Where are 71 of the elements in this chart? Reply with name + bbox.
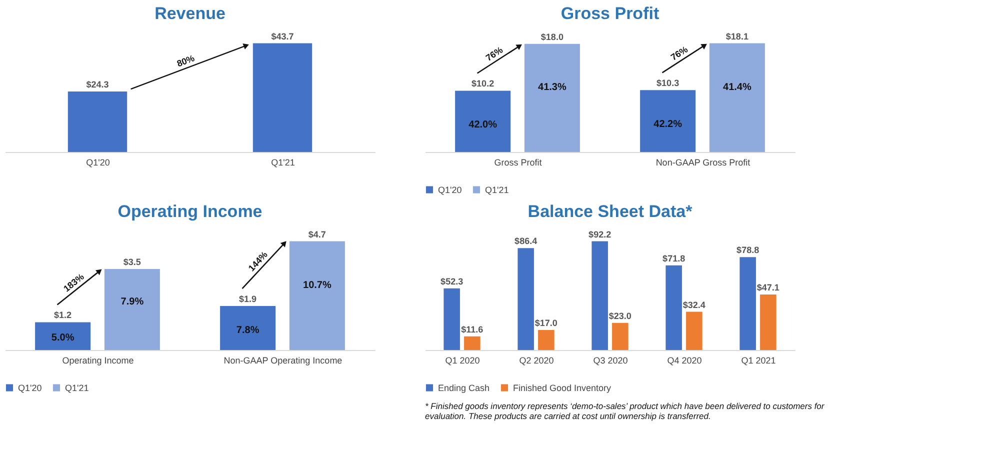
- x-tick-label: Q1 2021: [741, 356, 776, 366]
- x-tick-label: Q3 2020: [593, 356, 628, 366]
- chart-title: Operating Income: [118, 202, 262, 221]
- data-label: $52.3: [440, 276, 464, 286]
- annotation: 42.2%: [654, 119, 682, 130]
- x-tick-label: Q2 2020: [519, 356, 554, 366]
- annotation: 41.3%: [538, 82, 566, 94]
- bar: [455, 90, 511, 152]
- data-label: $86.4: [514, 236, 538, 246]
- bar: [538, 330, 554, 350]
- bar: [760, 294, 776, 350]
- data-label: $71.8: [662, 253, 686, 264]
- data-label: $18.0: [540, 32, 564, 42]
- legend-label: Ending Cash: [438, 382, 490, 393]
- x-tick-label: Q1'21: [271, 158, 295, 168]
- annotation: 76%: [669, 44, 690, 62]
- annotation: 5.0%: [51, 332, 74, 344]
- bar: [686, 312, 702, 350]
- data-label: $32.4: [682, 300, 706, 310]
- legend-label: Q1'21: [65, 382, 89, 393]
- data-label: $78.8: [736, 245, 760, 256]
- bar: [220, 306, 276, 350]
- bar: [666, 265, 682, 350]
- x-tick-label: Q1'20: [86, 158, 110, 168]
- data-label: $18.1: [726, 31, 748, 42]
- legend-label: Q1'20: [18, 382, 42, 393]
- legend-label: Finished Good Inventory: [513, 382, 612, 393]
- data-label: $10.3: [656, 78, 680, 88]
- annotation: 76%: [484, 44, 505, 64]
- data-label: $1.9: [239, 294, 257, 304]
- bar: [289, 241, 345, 350]
- bar: [709, 43, 765, 152]
- annotation: 80%: [175, 53, 196, 69]
- legend-label: Q1'20: [438, 184, 462, 195]
- annotation: 7.9%: [120, 296, 144, 308]
- bar: [35, 322, 91, 350]
- bar: [464, 336, 480, 350]
- data-label: $43.7: [271, 31, 294, 42]
- x-tick-label: Non-GAAP Gross Profit: [656, 158, 751, 168]
- data-label: $24.3: [86, 80, 109, 90]
- bar: [592, 241, 608, 350]
- data-label: $1.2: [54, 310, 72, 320]
- bar: [444, 288, 460, 350]
- annotation: 42.0%: [468, 119, 498, 130]
- annotation: 10.7%: [303, 280, 332, 291]
- annotation: 7.8%: [236, 325, 260, 336]
- data-label: $10.2: [472, 78, 494, 89]
- chart-title: Gross Profit: [560, 4, 660, 23]
- data-label: $11.6: [461, 324, 484, 334]
- bar: [518, 248, 534, 350]
- bar: [104, 269, 160, 350]
- legend-label: Q1'21: [485, 184, 509, 195]
- data-label: $23.0: [608, 310, 632, 321]
- x-tick-label: Q1 2020: [445, 356, 480, 366]
- annotation: 41.4%: [723, 82, 752, 93]
- x-tick-label: Operating Income: [62, 356, 134, 366]
- x-tick-label: Q4 2020: [667, 356, 702, 366]
- text: * Finished goods inventory represents ‘demo-to-sales’ product which have been delivered to customers for evaluation. These products are carried at cost until ownership is transferred.: [425, 401, 826, 421]
- x-tick-label: Gross Profit: [494, 158, 542, 168]
- data-label: $47.1: [756, 282, 780, 292]
- chart-title: Balance Sheet Data*: [528, 202, 693, 221]
- bar: [640, 90, 696, 152]
- data-label: $92.2: [588, 229, 612, 240]
- data-label: $3.5: [123, 257, 141, 268]
- data-label: $17.0: [534, 318, 558, 328]
- chart-title: Revenue: [154, 4, 226, 23]
- x-tick-label: Non-GAAP Operating Income: [224, 356, 342, 366]
- data-label: $4.7: [308, 229, 326, 240]
- bar: [740, 257, 756, 350]
- bar: [612, 322, 628, 350]
- bar: [524, 44, 580, 152]
